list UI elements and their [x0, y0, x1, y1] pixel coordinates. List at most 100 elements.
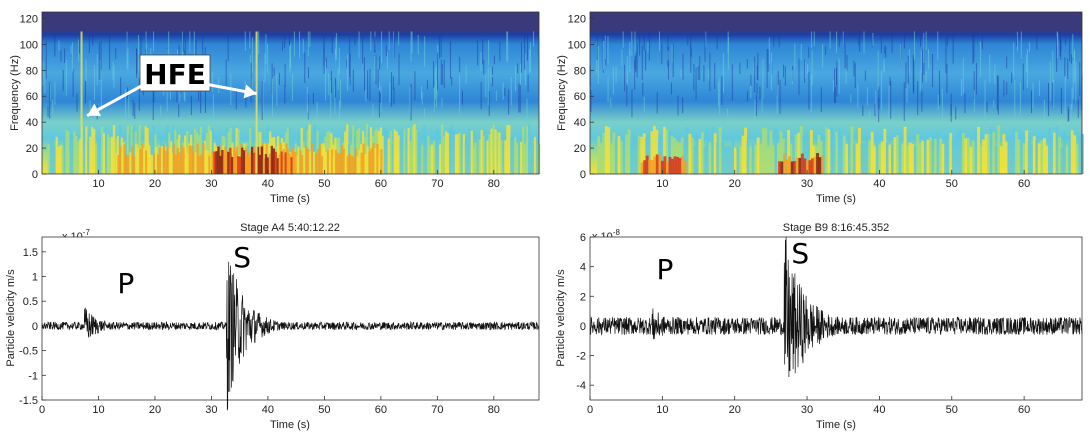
- spectrogram-energy-cell: [716, 142, 720, 174]
- spectrogram-energy-cell: [946, 143, 950, 174]
- spectrogram-energy-cell: [954, 139, 958, 174]
- spectrogram-energy-cell: [535, 139, 539, 174]
- spectrogram-energy-cell: [270, 145, 273, 174]
- spectrogram-energy-cell: [951, 138, 955, 174]
- spectrogram-energy-cell: [466, 138, 469, 174]
- spectrogram-energy-cell: [334, 149, 338, 174]
- spectrogram-energy-cell: [673, 137, 677, 174]
- spectrogram-energy-cell: [95, 142, 98, 174]
- hfe-label-box: [139, 54, 211, 92]
- spectrogram-energy-cell: [982, 139, 986, 174]
- spectrogram-energy-cell: [865, 139, 869, 174]
- spectrogram-energy-cell: [793, 161, 797, 174]
- spectrogram-energy-cell: [670, 136, 674, 174]
- spectrogram-energy-cell: [809, 130, 813, 174]
- spectrogram-energy-cell: [77, 141, 80, 174]
- spectrogram-energy-cell: [127, 155, 130, 174]
- spectrogram-energy-cell: [395, 131, 398, 174]
- spectrogram-b9-ytick-label: 0: [580, 169, 586, 181]
- spectrogram-energy-cell: [984, 134, 988, 174]
- spectrogram-energy-cell: [701, 132, 704, 174]
- spectrogram-energy-cell: [908, 142, 912, 174]
- spectrogram-energy-cell: [683, 160, 687, 174]
- spectrogram-energy-cell: [741, 135, 745, 174]
- spectrogram-a4-ytick-label: 0: [32, 169, 38, 181]
- spectrogram-energy-cell: [229, 147, 232, 174]
- spectrogram-energy-cell: [597, 136, 601, 174]
- spectrogram-energy-cell: [219, 155, 222, 174]
- spectrogram-energy-cell: [206, 150, 209, 174]
- spectrogram-energy-cell: [1078, 141, 1082, 174]
- waveform-b9-xtick-label: 60: [1018, 404, 1030, 416]
- spectrogram-energy-cell: [276, 158, 279, 174]
- spectrogram-a4-ylabel: Frequency (Hz): [9, 55, 21, 131]
- spectrogram-energy-cell: [227, 151, 230, 174]
- spectrogram-energy-cell: [174, 154, 177, 174]
- spectrogram-energy-cell: [344, 152, 347, 174]
- waveform-a4-xtick-label: 70: [431, 404, 443, 416]
- spectrogram-energy-cell: [926, 139, 930, 174]
- spectrogram-energy-cell: [903, 126, 907, 174]
- spectrogram-energy-cell: [964, 138, 968, 174]
- spectrogram-energy-cell: [176, 147, 179, 174]
- spectrogram-energy-cell: [1065, 146, 1069, 174]
- spectrogram-energy-cell: [442, 136, 446, 174]
- spectrogram-energy-cell: [756, 137, 760, 174]
- spectrogram-energy-cell: [498, 132, 501, 174]
- spectrogram-energy-cell: [419, 138, 422, 174]
- spectrogram-energy-cell: [811, 158, 814, 174]
- spectrogram-energy-cell: [647, 134, 651, 174]
- spectrogram-energy-cell: [258, 154, 262, 174]
- spectrogram-energy-cell: [409, 141, 412, 174]
- spectrogram-a4-xtick-label: 20: [149, 178, 161, 190]
- spectrogram-energy-cell: [417, 132, 420, 174]
- spectrogram-b9-xtick-label: 30: [801, 178, 813, 190]
- spectrogram-energy-cell: [842, 135, 846, 174]
- spectrogram-a4-ytick-label: 40: [26, 117, 38, 129]
- spectrogram-energy-cell: [381, 135, 384, 174]
- waveform-b9-trace: [589, 237, 1083, 378]
- spectrogram-energy-cell: [149, 154, 152, 174]
- spectrogram-energy-cell: [870, 131, 874, 174]
- spectrogram-energy-cell: [352, 156, 355, 174]
- spectrogram-energy-cell: [338, 152, 342, 174]
- spectrogram-energy-cell: [845, 143, 849, 174]
- spectrogram-energy-cell: [190, 146, 193, 174]
- spectrogram-energy-cell: [987, 134, 991, 174]
- spectrogram-energy-cell: [288, 127, 292, 174]
- spectrogram-energy-cell: [300, 127, 303, 174]
- spectrogram-energy-cell: [378, 156, 381, 174]
- spectrogram-energy-cell: [787, 129, 791, 174]
- spectrogram-energy-cell: [383, 127, 386, 174]
- spectrogram-energy-cell: [486, 140, 489, 174]
- spectrogram-energy-cell: [830, 127, 834, 174]
- spectrogram-b9-ytick-label: 60: [574, 91, 586, 103]
- spectrogram-b9-xtick-label: 60: [1018, 178, 1030, 190]
- spectrogram-energy-cell: [807, 143, 811, 174]
- spectrogram-energy-cell: [348, 153, 351, 174]
- spectrogram-b9-xtick-label: 50: [946, 178, 958, 190]
- spectrogram-energy-cell: [934, 138, 937, 174]
- spectrogram-energy-cell: [1063, 132, 1067, 174]
- spectrogram-energy-cell: [462, 133, 466, 174]
- waveform-b9-ytick-label: -4: [576, 380, 586, 392]
- spectrogram-energy-cell: [444, 131, 448, 174]
- spectrogram-energy-cell: [437, 128, 440, 174]
- waveform-a4: Stage A4 5:40:12.22 x 10-7 0102030405060…: [5, 222, 540, 431]
- spectrogram-energy-cell: [803, 158, 807, 174]
- spectrogram-energy-cell: [979, 145, 983, 174]
- spectrogram-energy-cell: [145, 150, 148, 174]
- spectrogram-energy-cell: [152, 152, 156, 174]
- spectrogram-energy-cell: [906, 145, 910, 174]
- spectrogram-energy-cell: [637, 135, 641, 174]
- phase-label-s: S: [791, 237, 809, 270]
- spectrogram-energy-cell: [377, 130, 381, 174]
- spectrogram-energy-cell: [309, 151, 312, 174]
- spectrogram-energy-cell: [217, 146, 220, 174]
- spectrogram-energy-cell: [1050, 135, 1054, 174]
- spectrogram-energy-cell: [213, 151, 216, 174]
- spectrogram-energy-cell: [1027, 140, 1031, 174]
- spectrogram-energy-cell: [1055, 126, 1059, 174]
- spectrogram-energy-cell: [385, 130, 388, 174]
- spectrogram-energy-cell: [393, 129, 396, 174]
